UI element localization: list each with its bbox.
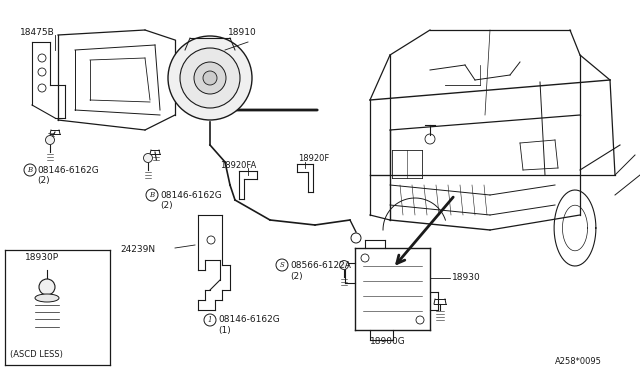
Circle shape <box>168 36 252 120</box>
Text: 08566-6122A: 08566-6122A <box>290 260 351 269</box>
Circle shape <box>339 260 349 269</box>
Text: (ASCD LESS): (ASCD LESS) <box>10 350 63 359</box>
Text: S: S <box>280 261 284 269</box>
Circle shape <box>180 48 240 108</box>
Text: 18930: 18930 <box>452 273 481 282</box>
Circle shape <box>276 259 288 271</box>
Text: 18930P: 18930P <box>25 253 59 263</box>
Text: 08146-6162G: 08146-6162G <box>218 315 280 324</box>
Circle shape <box>39 279 55 295</box>
Text: 24239N: 24239N <box>120 246 155 254</box>
Circle shape <box>146 189 158 201</box>
Circle shape <box>203 71 217 85</box>
Text: (2): (2) <box>37 176 50 185</box>
Text: (1): (1) <box>218 326 231 334</box>
Text: 18900G: 18900G <box>370 337 406 346</box>
Ellipse shape <box>35 294 59 302</box>
Text: 08146-6162G: 08146-6162G <box>37 166 99 174</box>
Text: (2): (2) <box>290 272 303 280</box>
Text: 18920FA: 18920FA <box>220 160 256 170</box>
Text: 18920F: 18920F <box>298 154 329 163</box>
Text: B: B <box>149 191 155 199</box>
Circle shape <box>45 135 54 144</box>
Circle shape <box>194 62 226 94</box>
Circle shape <box>143 154 152 163</box>
Text: B: B <box>28 166 33 174</box>
Text: A258*0095: A258*0095 <box>555 357 602 366</box>
Circle shape <box>204 314 216 326</box>
Text: 18910: 18910 <box>228 28 257 36</box>
Circle shape <box>24 164 36 176</box>
Text: 1: 1 <box>208 316 212 324</box>
Text: (2): (2) <box>160 201 173 209</box>
Text: 18475B: 18475B <box>20 28 55 36</box>
Text: 08146-6162G: 08146-6162G <box>160 190 221 199</box>
